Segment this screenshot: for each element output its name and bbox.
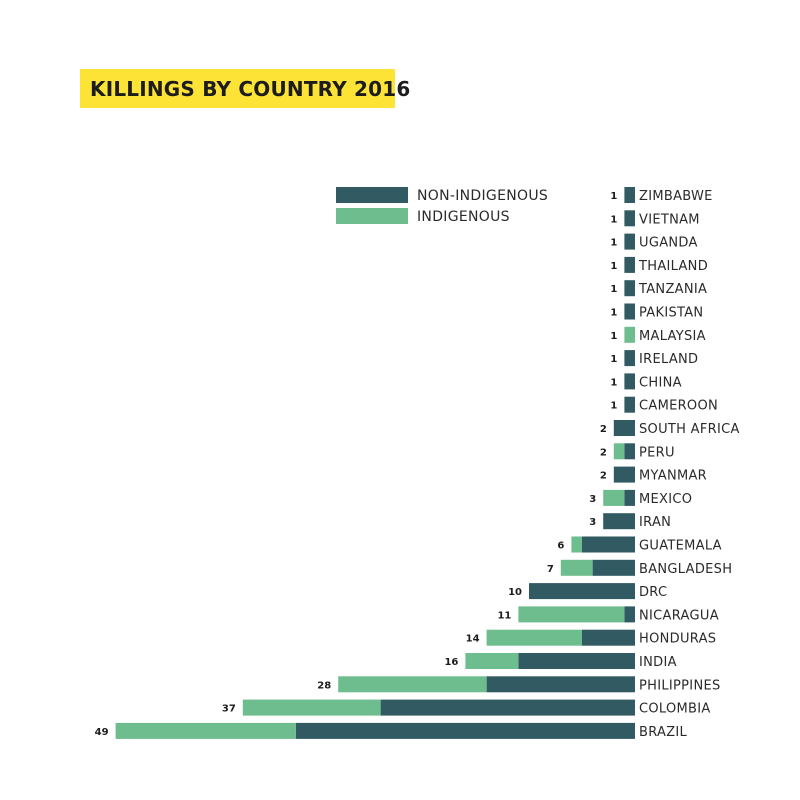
category-label: PHILIPPINES: [639, 678, 721, 693]
category-label: VIETNAM: [639, 212, 700, 227]
data-label: 1: [610, 191, 617, 202]
category-label: MYANMAR: [639, 469, 707, 484]
legend: NON-INDIGENOUS INDIGENOUS: [336, 187, 548, 225]
bar-non-indigenous: [624, 606, 635, 623]
data-label: 3: [589, 517, 596, 528]
data-label: 10: [508, 587, 522, 598]
category-label: COLOMBIA: [639, 702, 711, 717]
bar-non-indigenous: [624, 303, 635, 320]
data-label: 37: [222, 704, 236, 715]
bar-indigenous: [624, 326, 635, 343]
bar-indigenous: [486, 629, 582, 646]
category-label: MALAYSIA: [639, 329, 706, 344]
bar-indigenous: [603, 489, 625, 506]
category-label: TANZANIA: [638, 282, 707, 297]
data-label: 2: [600, 447, 607, 458]
category-label: MEXICO: [639, 492, 692, 507]
category-label: GUATEMALA: [639, 539, 722, 554]
data-label: 1: [610, 331, 617, 342]
bar-indigenous: [518, 606, 625, 623]
bar-indigenous: [560, 559, 593, 576]
data-label: 28: [317, 680, 331, 691]
data-label: 1: [610, 377, 617, 388]
legend-swatch-indigenous: [336, 208, 408, 224]
data-label: 1: [610, 284, 617, 295]
category-label: THAILAND: [638, 259, 708, 274]
category-label: ZIMBABWE: [639, 189, 713, 204]
category-label: NICARAGUA: [639, 608, 719, 623]
bar-non-indigenous: [624, 233, 635, 250]
category-label: IRAN: [639, 515, 671, 530]
bar-indigenous: [338, 676, 487, 693]
bar-non-indigenous: [518, 653, 635, 669]
data-label: 1: [610, 261, 617, 272]
data-label: 7: [547, 564, 554, 575]
data-label: 1: [610, 308, 617, 319]
category-label: PAKISTAN: [639, 306, 703, 321]
data-label: 1: [610, 354, 617, 365]
category-label: INDIA: [639, 655, 677, 670]
bar-non-indigenous: [624, 210, 635, 227]
legend-label: INDIGENOUS: [417, 209, 510, 225]
data-label: 2: [600, 471, 607, 482]
bar-non-indigenous: [380, 699, 635, 716]
data-label: 49: [95, 727, 109, 738]
bar-non-indigenous: [603, 513, 635, 530]
category-label: PERU: [639, 445, 675, 460]
bar-non-indigenous: [624, 350, 635, 367]
bar-non-indigenous: [529, 583, 635, 600]
bar-indigenous: [465, 653, 519, 669]
category-label: HONDURAS: [639, 632, 716, 647]
bar-non-indigenous: [624, 443, 635, 460]
bar-indigenous: [571, 536, 582, 553]
data-label: 1: [610, 401, 617, 412]
category-label: BANGLADESH: [639, 562, 732, 577]
bar-indigenous: [242, 699, 381, 716]
data-label: 1: [610, 238, 617, 249]
category-label: DRC: [639, 585, 667, 600]
data-label: 16: [444, 657, 458, 668]
bar-indigenous: [115, 722, 296, 739]
bar-non-indigenous: [624, 373, 635, 390]
bar-non-indigenous: [613, 466, 635, 483]
bar-non-indigenous: [592, 559, 635, 576]
bar-non-indigenous: [486, 676, 635, 693]
bar-non-indigenous: [624, 256, 635, 273]
category-label: CAMEROON: [639, 399, 718, 414]
bar-non-indigenous: [624, 280, 635, 297]
data-label: 14: [466, 634, 480, 645]
bar-non-indigenous: [613, 420, 635, 436]
bar-non-indigenous: [295, 722, 635, 739]
category-label: CHINA: [639, 375, 682, 390]
data-label: 1: [610, 214, 617, 225]
bar-non-indigenous: [582, 536, 635, 553]
category-label: BRAZIL: [639, 725, 688, 740]
bar-non-indigenous: [624, 396, 635, 413]
data-label: 11: [497, 610, 511, 621]
data-label: 6: [557, 541, 564, 552]
bar-non-indigenous: [624, 489, 635, 506]
chart-title: KILLINGS BY COUNTRY 2016: [90, 76, 411, 101]
legend-label: NON-INDIGENOUS: [417, 188, 548, 204]
bar-non-indigenous: [582, 629, 635, 646]
bar-indigenous: [613, 443, 625, 460]
bar-non-indigenous: [624, 187, 635, 203]
category-label: SOUTH AFRICA: [639, 422, 740, 437]
data-label: 2: [600, 424, 607, 435]
data-label: 3: [589, 494, 596, 505]
chart-title-box: KILLINGS BY COUNTRY 2016: [80, 69, 410, 108]
bars-group: 1 ZIMBABWE 1 VIETNAM 1 UGANDA 1 THAILAND 1 TANZAN…: [95, 187, 740, 740]
legend-swatch-non-indigenous: [336, 187, 408, 203]
category-label: IRELAND: [639, 352, 698, 367]
category-label: UGANDA: [639, 236, 698, 251]
